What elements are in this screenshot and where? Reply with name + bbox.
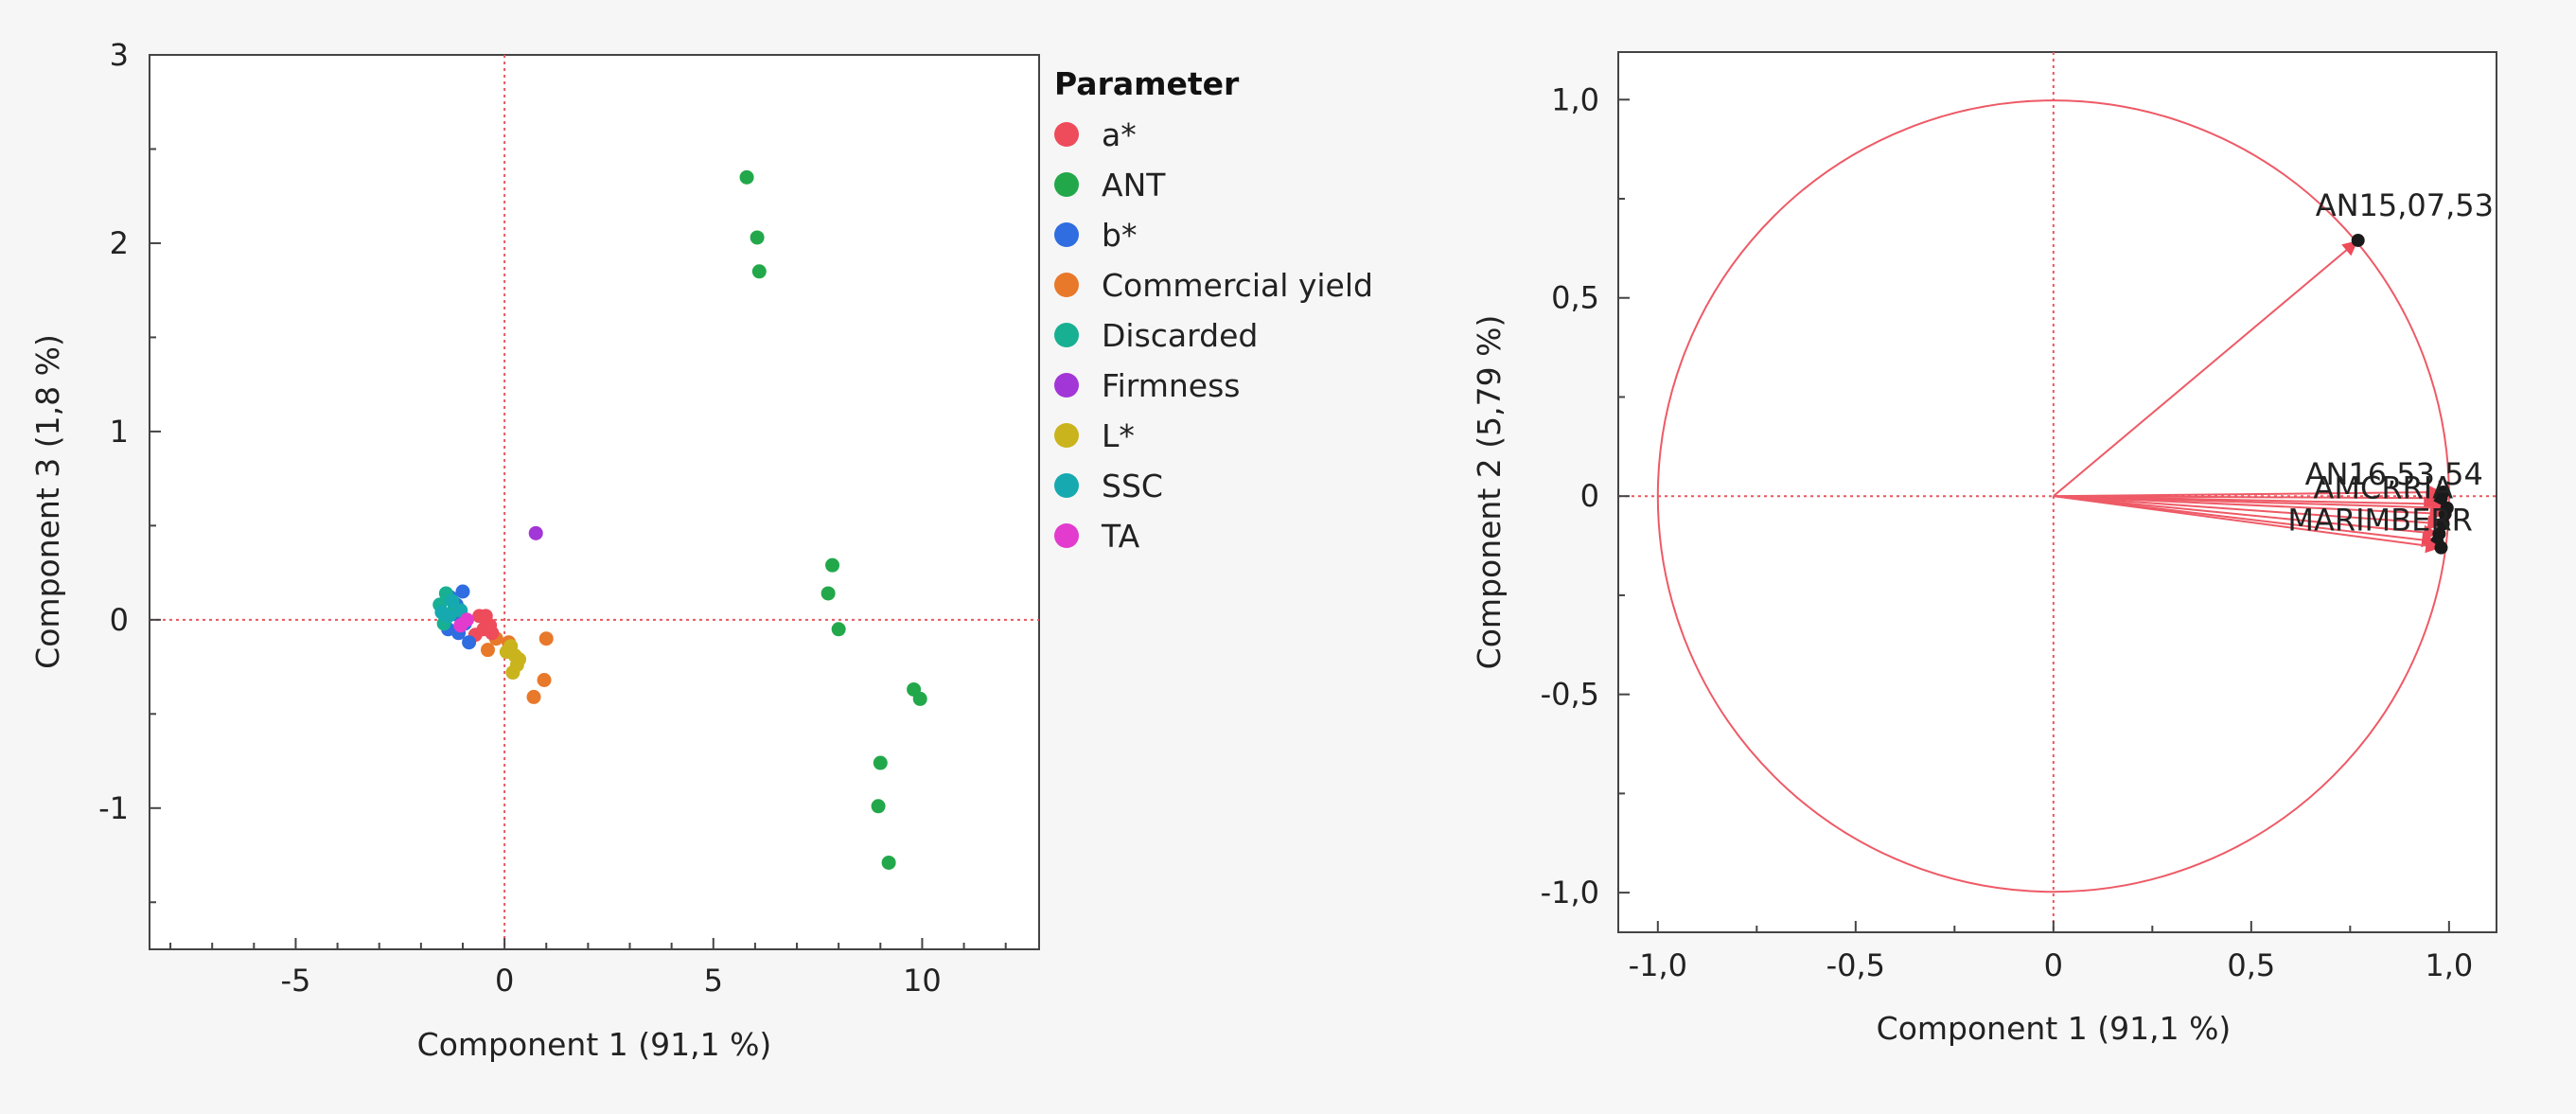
score-x-tick-label: 10 <box>903 963 942 999</box>
legend-marker <box>1054 222 1079 247</box>
legend-entries: a* ANT b* Commercial yield Discarded Firmness… <box>1054 116 1373 555</box>
score-plot: -5 0 5 10 -1 0 1 2 3 Component 1 (91,1 %) Compon… <box>29 37 1373 1063</box>
loading-vector-arrowhead <box>2426 515 2444 531</box>
loading-vector <box>2053 495 2444 525</box>
legend-marker <box>1054 323 1079 347</box>
score-legend: Parameter a* ANT b* Commercial yield Discard… <box>1054 65 1373 555</box>
loading-vector <box>2053 495 2447 509</box>
score-point <box>526 689 541 704</box>
score-y-axis-title: Component 3 (1,8 %) <box>29 334 66 669</box>
score-axis-ticks: -5 0 5 10 -1 0 1 2 3 <box>98 37 1007 999</box>
score-y-tick-label: 3 <box>110 37 129 73</box>
loading-x-tick-label: -1,0 <box>1629 947 1687 983</box>
loading-vector <box>2053 239 2359 497</box>
legend-marker <box>1054 273 1079 297</box>
score-point <box>751 264 767 279</box>
loading-vector-label: MARIMBERR <box>2287 503 2472 539</box>
loading-vector <box>2053 495 2442 549</box>
score-point <box>881 855 896 870</box>
score-point <box>873 755 888 770</box>
score-point <box>538 631 554 646</box>
score-y-tick-label: 2 <box>110 225 129 261</box>
loading-vector-endpoint <box>2434 540 2448 555</box>
score-x-tick-label: -5 <box>281 963 311 999</box>
legend-marker <box>1054 523 1079 548</box>
score-point <box>434 605 450 620</box>
loading-vector <box>2053 495 2440 535</box>
loading-y-tick-label: -1,0 <box>1541 875 1599 911</box>
loading-vector-label: AMCRRIA <box>2313 469 2453 505</box>
score-point <box>512 652 527 667</box>
score-point <box>505 665 520 681</box>
score-point <box>462 635 477 650</box>
score-point <box>537 673 552 688</box>
score-point <box>455 584 470 599</box>
loading-y-tick-label: 0,5 <box>1551 280 1599 316</box>
legend-marker <box>1054 172 1079 197</box>
loading-y-tick-label: -0,5 <box>1541 677 1599 713</box>
loading-y-tick-label: 0 <box>1580 478 1599 514</box>
score-point <box>459 612 474 628</box>
legend-label: TA <box>1101 518 1140 555</box>
score-y-tick-label: 1 <box>110 414 129 450</box>
score-point <box>499 645 514 660</box>
score-plot-area <box>149 54 1040 950</box>
loading-x-axis-title: Component 1 (91,1 %) <box>1877 1010 2232 1047</box>
loading-vector-label: AN15,07,53 <box>2316 187 2494 223</box>
loading-vector-arrowhead <box>2431 500 2447 516</box>
score-point <box>528 525 543 540</box>
loading-vector <box>2053 495 2442 500</box>
score-y-tick-label: 0 <box>110 602 129 638</box>
unit-circle <box>1656 99 2450 893</box>
legend-marker <box>1054 122 1079 147</box>
legend-label: ANT <box>1102 167 1166 203</box>
legend-label: Discarded <box>1102 317 1258 354</box>
score-point <box>825 557 840 573</box>
score-point <box>445 593 460 609</box>
score-point <box>820 586 836 601</box>
legend-label: b* <box>1102 217 1137 254</box>
score-points <box>432 169 927 870</box>
score-x-axis-title: Component 1 (91,1 %) <box>417 1026 772 1063</box>
legend-label: a* <box>1102 116 1137 153</box>
loading-vector-arrowhead <box>2425 538 2442 554</box>
score-point <box>871 799 886 814</box>
legend-marker <box>1054 373 1079 398</box>
loading-x-tick-label: 1,0 <box>2425 947 2473 983</box>
loading-vector <box>2053 491 2444 498</box>
score-point <box>912 691 927 706</box>
legend-marker <box>1054 423 1079 448</box>
score-x-tick-label: 5 <box>704 963 723 999</box>
loading-vector-label: AN16,53,54 <box>2305 456 2483 492</box>
score-x-tick-label: 0 <box>495 963 514 999</box>
loading-vector <box>2053 495 2445 516</box>
legend-label: Firmness <box>1102 367 1241 404</box>
loading-y-tick-label: 1,0 <box>1551 81 1599 117</box>
score-reference-lines <box>150 55 1039 949</box>
legend-title: Parameter <box>1054 65 1240 102</box>
legend-marker <box>1054 473 1079 498</box>
loading-axis-ticks: -1,0 -0,5 0 0,5 1,0 1,0 0,5 0 -0,5 -1,0 <box>1541 81 2474 983</box>
score-point <box>483 618 498 633</box>
score-point <box>739 169 754 185</box>
loading-vector-endpoint <box>2351 233 2365 247</box>
loading-x-tick-label: 0,5 <box>2227 947 2275 983</box>
legend-label: L* <box>1102 417 1135 454</box>
loading-vector-endpoint <box>2440 501 2454 515</box>
score-point <box>480 643 495 658</box>
loading-y-axis-title: Component 2 (5,79 %) <box>1471 315 1508 670</box>
score-point <box>831 622 846 637</box>
score-y-tick-label: -1 <box>98 790 129 826</box>
legend-label: SSC <box>1102 468 1163 504</box>
legend-label: Commercial yield <box>1102 267 1373 304</box>
score-point <box>750 230 765 245</box>
loading-plot: -1,0 -0,5 0 0,5 1,0 1,0 0,5 0 -0,5 -1,0 AN15,07,5… <box>1471 51 2497 1047</box>
loading-vector-endpoint <box>2436 517 2450 531</box>
loading-x-tick-label: 0 <box>2044 947 2063 983</box>
loading-x-tick-label: -0,5 <box>1826 947 1885 983</box>
